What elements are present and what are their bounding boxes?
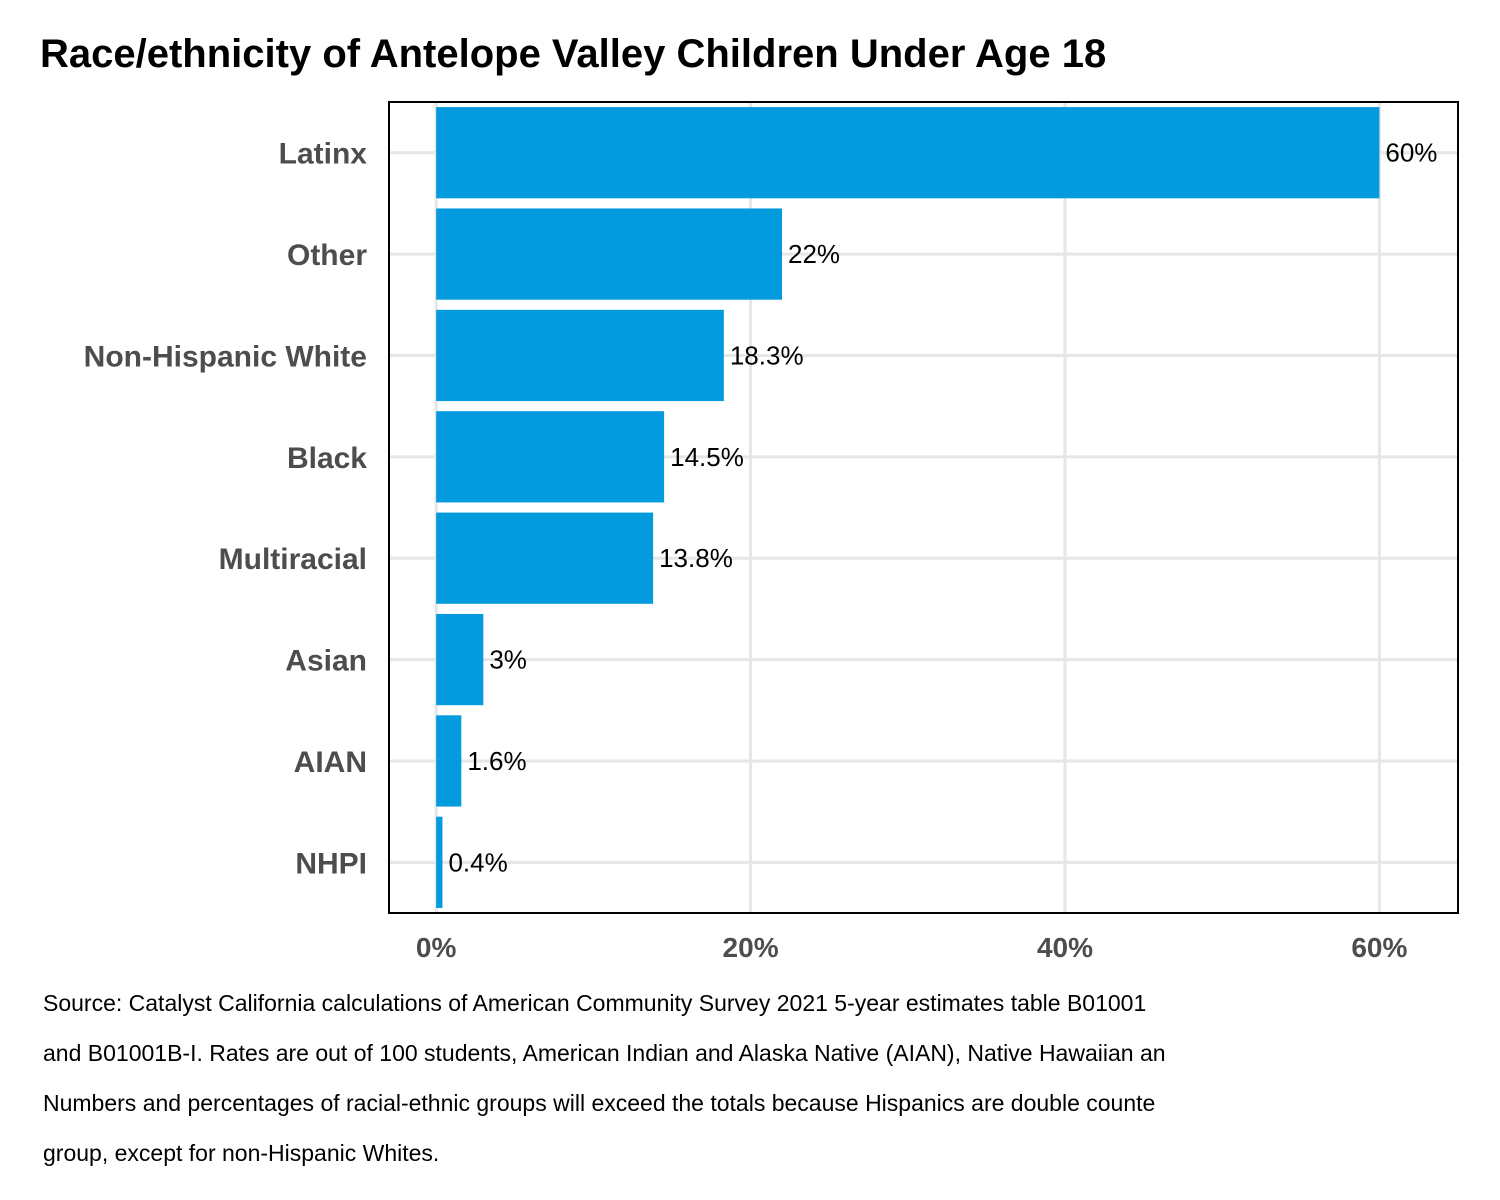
data-label: 1.6%	[467, 746, 526, 776]
category-label: Asian	[285, 645, 367, 678]
category-label: NHPI	[295, 847, 367, 880]
data-label: 60%	[1385, 138, 1437, 168]
source-line: Numbers and percentages of racial-ethnic…	[43, 1090, 1156, 1116]
category-label: Multiracial	[219, 543, 367, 576]
x-tick-label: 0%	[416, 932, 457, 963]
bar	[436, 816, 443, 908]
bar	[436, 411, 665, 503]
data-label: 22%	[788, 239, 840, 269]
source-line: and B01001B-I. Rates are out of 100 stud…	[43, 1040, 1166, 1066]
category-label: Black	[287, 442, 367, 475]
bar	[436, 208, 783, 300]
bar	[436, 309, 724, 402]
x-tick-label: 60%	[1351, 932, 1407, 963]
source-line: group, except for non-Hispanic Whites.	[43, 1140, 440, 1166]
bar	[436, 107, 1380, 199]
category-label: AIAN	[294, 746, 367, 779]
data-label: 3%	[489, 645, 527, 675]
bar	[436, 512, 654, 604]
labels-layer: 0% 20% 40% 60% Latinx 60% Other 22% Non-Hispanic…	[84, 138, 1438, 963]
category-label: Latinx	[279, 138, 368, 171]
source-note: Source: Catalyst California calculations…	[43, 978, 1500, 1178]
bar	[436, 613, 484, 706]
category-label: Other	[287, 239, 367, 272]
data-label: 13.8%	[659, 543, 733, 573]
chart-title: Race/ethnicity of Antelope Valley Childr…	[40, 32, 1107, 76]
plot-frame	[388, 101, 1459, 914]
bars-layer	[436, 107, 1380, 908]
data-label: 14.5%	[670, 442, 744, 472]
x-tick-label: 40%	[1037, 932, 1093, 963]
data-label: 0.4%	[448, 847, 507, 877]
x-tick-label: 20%	[723, 932, 779, 963]
category-label: Non-Hispanic White	[84, 340, 367, 373]
bar	[436, 715, 462, 807]
data-label: 18.3%	[730, 340, 804, 370]
source-line: Source: Catalyst California calculations…	[43, 990, 1147, 1016]
